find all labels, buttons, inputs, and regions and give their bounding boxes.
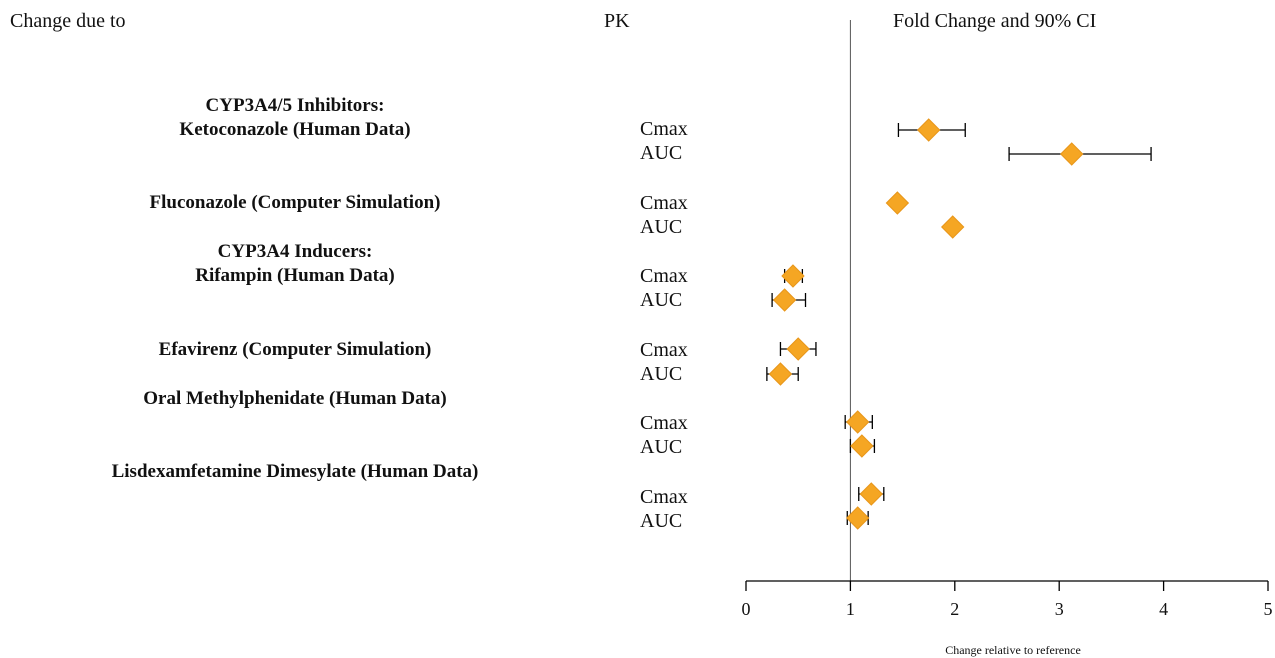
pk-label-auc: AUC xyxy=(640,142,683,164)
ci-row xyxy=(849,434,876,458)
header-pk: PK xyxy=(604,10,630,32)
pk-label-auc: AUC xyxy=(640,510,683,532)
pk-label-cmax: Cmax xyxy=(640,339,688,361)
group-label-lisdexamfetamine: Lisdexamfetamine Dimesylate (Human Data) xyxy=(0,460,590,484)
estimate-diamond xyxy=(941,215,965,239)
group-label-efavirenz: Efavirenz (Computer Simulation) xyxy=(0,338,590,362)
ci-row xyxy=(779,337,817,361)
group-label-methylphenidate: Oral Methylphenidate (Human Data) xyxy=(0,387,590,411)
group-label-line: Oral Methylphenidate (Human Data) xyxy=(143,388,447,409)
ci-row xyxy=(941,215,965,239)
pk-label-auc: AUC xyxy=(640,216,683,238)
x-tick-label: 5 xyxy=(1264,599,1273,619)
group-label-fluconazole: Fluconazole (Computer Simulation) xyxy=(0,191,590,215)
group-label-line: Rifampin (Human Data) xyxy=(195,265,395,286)
group-label-line: CYP3A4/5 Inhibitors: xyxy=(205,95,385,116)
x-axis-ticks: 0 1 2 3 4 5 xyxy=(742,581,1273,619)
ci-row xyxy=(766,362,799,386)
pk-label-cmax: Cmax xyxy=(640,118,688,140)
group-label-rifampin: CYP3A4 Inducers: Rifampin (Human Data) xyxy=(0,240,590,288)
group-label-line: Lisdexamfetamine Dimesylate (Human Data) xyxy=(111,461,479,482)
pk-label-cmax: Cmax xyxy=(640,486,688,508)
ci-row xyxy=(858,482,885,506)
estimate-diamond xyxy=(850,434,874,458)
estimate-diamond xyxy=(1060,142,1084,166)
x-tick-label: 3 xyxy=(1055,599,1064,619)
x-tick-label: 1 xyxy=(846,599,855,619)
pk-label-auc: AUC xyxy=(640,289,683,311)
header-fold-change: Fold Change and 90% CI xyxy=(893,10,1097,32)
estimate-diamond xyxy=(768,362,793,386)
estimate-diamond xyxy=(786,337,810,361)
group-label-line: Fluconazole (Computer Simulation) xyxy=(149,192,441,213)
pk-label-cmax: Cmax xyxy=(640,265,688,287)
ci-row xyxy=(897,118,966,142)
forest-marks xyxy=(766,118,1152,530)
pk-label-auc: AUC xyxy=(640,436,683,458)
ci-row xyxy=(846,506,870,530)
estimate-diamond xyxy=(772,288,797,312)
ci-row xyxy=(844,410,873,434)
x-tick-label: 2 xyxy=(950,599,959,619)
estimate-diamond xyxy=(885,191,910,215)
header-change-due-to: Change due to xyxy=(10,10,126,32)
ci-row xyxy=(771,288,807,312)
group-label-line: CYP3A4 Inducers: xyxy=(217,241,373,262)
ci-row xyxy=(885,191,910,215)
estimate-diamond xyxy=(781,264,805,288)
ci-row xyxy=(1008,142,1152,166)
estimate-diamond xyxy=(916,118,941,142)
group-label-line: Ketoconazole (Human Data) xyxy=(179,119,411,140)
x-tick-label: 4 xyxy=(1159,599,1168,619)
estimate-diamond xyxy=(859,482,883,506)
x-axis-label: Change relative to reference xyxy=(945,643,1081,657)
estimate-diamond xyxy=(846,506,870,530)
estimate-diamond xyxy=(846,410,870,434)
ci-row xyxy=(781,264,805,288)
group-label-ketoconazole: CYP3A4/5 Inhibitors: Ketoconazole (Human… xyxy=(0,94,590,142)
x-tick-label: 0 xyxy=(742,599,751,619)
group-label-line: Efavirenz (Computer Simulation) xyxy=(158,339,432,360)
pk-label-auc: AUC xyxy=(640,363,683,385)
pk-label-cmax: Cmax xyxy=(640,192,688,214)
pk-label-cmax: Cmax xyxy=(640,412,688,434)
